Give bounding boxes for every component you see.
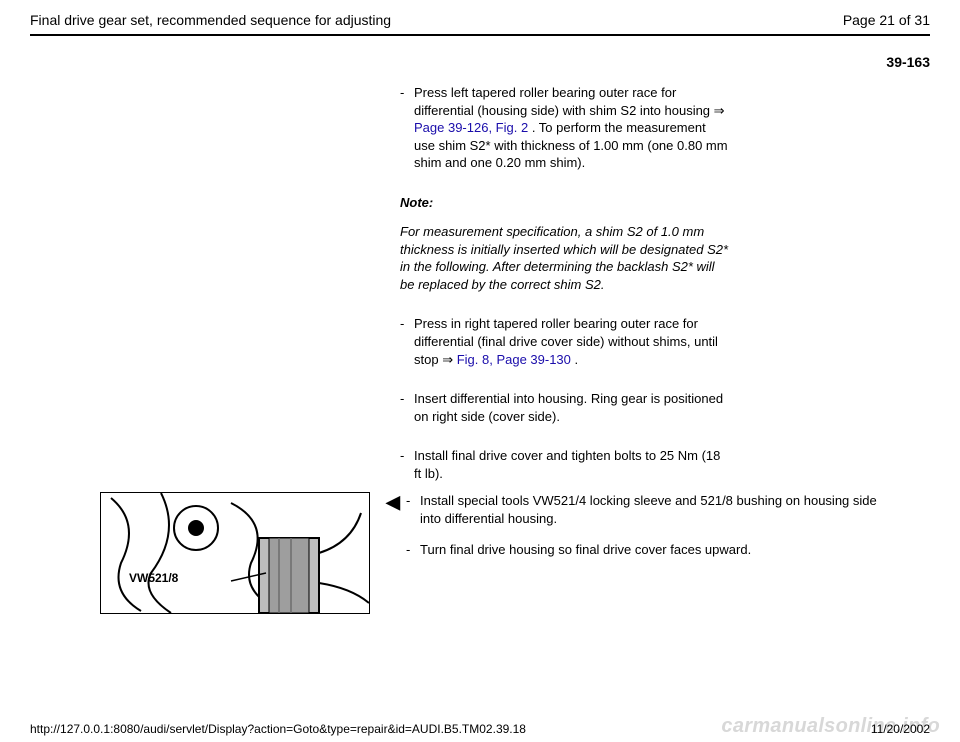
bullet-dash: - [406, 492, 420, 527]
wide-step-2-text: Turn final drive housing so final drive … [420, 541, 900, 559]
footer-url: http://127.0.0.1:8080/audi/servlet/Displ… [30, 722, 526, 736]
step-4-text: Install final drive cover and tighten bo… [414, 447, 730, 482]
wide-step-1-text: Install special tools VW521/4 locking sl… [420, 492, 900, 527]
arrow-glyph: ⇒ [442, 352, 457, 367]
doc-title: Final drive gear set, recommended sequen… [30, 12, 391, 28]
step-3: - Insert differential into housing. Ring… [400, 390, 730, 425]
step-3-text: Insert differential into housing. Ring g… [414, 390, 730, 425]
step-1-pre: Press left tapered roller bearing outer … [414, 85, 714, 118]
wide-step-1: - Install special tools VW521/4 locking … [406, 492, 900, 527]
bullet-dash: - [400, 315, 414, 368]
note-heading: Note: [400, 194, 730, 212]
bullet-dash: - [400, 84, 414, 172]
figure-svg [101, 493, 369, 613]
page-indicator: Page 21 of 31 [843, 12, 930, 28]
header-rule [30, 34, 930, 36]
step-4: - Install final drive cover and tighten … [400, 447, 730, 482]
step-1: - Press left tapered roller bearing oute… [400, 84, 730, 172]
figure: VW521/8 [100, 492, 370, 614]
bullet-dash: - [400, 390, 414, 425]
arrow-glyph: ⇒ [714, 103, 725, 118]
page-code: 39-163 [30, 54, 930, 70]
pointer-arrow-icon: ◀ [370, 492, 406, 614]
wide-step-2: - Turn final drive housing so final driv… [406, 541, 900, 559]
bullet-dash: - [406, 541, 420, 559]
step-2-post: . [571, 352, 578, 367]
bullet-dash: - [400, 447, 414, 482]
figure-label: VW521/8 [129, 571, 178, 585]
footer-date: 11/20/2002 [871, 722, 930, 736]
note-body: For measurement specification, a shim S2… [400, 223, 730, 293]
step-1-link[interactable]: Page 39-126, Fig. 2 [414, 120, 528, 135]
step-2-link[interactable]: Fig. 8, Page 39-130 [457, 352, 571, 367]
step-2: - Press in right tapered roller bearing … [400, 315, 730, 368]
